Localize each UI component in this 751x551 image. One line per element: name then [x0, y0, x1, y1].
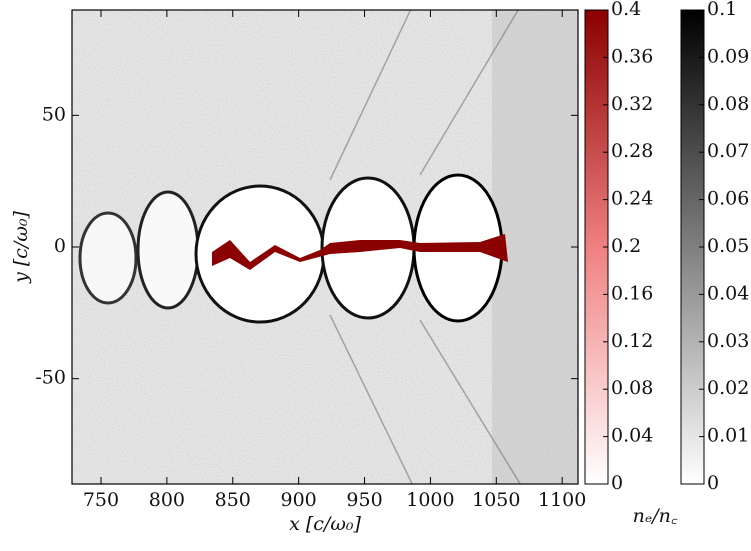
- colorbar-tick-label: 0.16: [611, 282, 653, 304]
- x-tick-label: 800: [149, 489, 185, 511]
- colorbar-label: nₑ/n꜀: [633, 505, 678, 527]
- density-map: [72, 10, 578, 484]
- y-axis-label: y [c/ω₀]: [10, 211, 32, 284]
- colorbar-tick-label: 0.12: [611, 330, 653, 352]
- x-tick-label: 1100: [538, 489, 586, 511]
- x-tick-label: 950: [346, 489, 382, 511]
- colorbar-tick-label: 0.2: [611, 235, 641, 257]
- colorbar-tick-label: 0.32: [611, 93, 653, 115]
- x-tick-label: 1050: [472, 489, 520, 511]
- colorbar-tick-label: 0.03: [707, 330, 749, 352]
- colorbar-tick-label: 0.24: [611, 188, 653, 210]
- colorbar-tick-label: 0.06: [707, 188, 749, 210]
- colorbar-tick-label: 0.01: [707, 425, 749, 447]
- colorbar-tick-label: 0: [707, 472, 719, 494]
- colorbar-tick-label: 0.28: [611, 140, 653, 162]
- y-tick-label: 50: [42, 103, 66, 125]
- colorbar-tick-label: 0.07: [707, 140, 749, 162]
- colorbar-tick-label: 0.08: [611, 377, 653, 399]
- colorbar-tick-label: 0.09: [707, 45, 749, 67]
- colorbar-tick-label: 0.1: [707, 0, 737, 20]
- colorbar-tick-label: 0: [611, 472, 623, 494]
- x-tick-label: 750: [83, 489, 119, 511]
- x-tick-label: 900: [281, 489, 317, 511]
- colorbar-tick-label: 0.08: [707, 93, 749, 115]
- x-axis-label: x [c/ω₀]: [289, 513, 361, 535]
- colorbar-tick-label: 0.02: [707, 377, 749, 399]
- colorbar-tick-label: 0.04: [611, 425, 653, 447]
- colorbar-tick-label: 0.05: [707, 235, 749, 257]
- x-tick-label: 850: [215, 489, 251, 511]
- colorbar-tick-label: 0.36: [611, 45, 653, 67]
- colorbar-tick-label: 0.04: [707, 282, 749, 304]
- y-tick-label: 0: [54, 235, 66, 257]
- x-tick-label: 1000: [406, 489, 454, 511]
- y-tick-label: -50: [35, 367, 66, 389]
- colorbar-tick-label: 0.4: [611, 0, 641, 20]
